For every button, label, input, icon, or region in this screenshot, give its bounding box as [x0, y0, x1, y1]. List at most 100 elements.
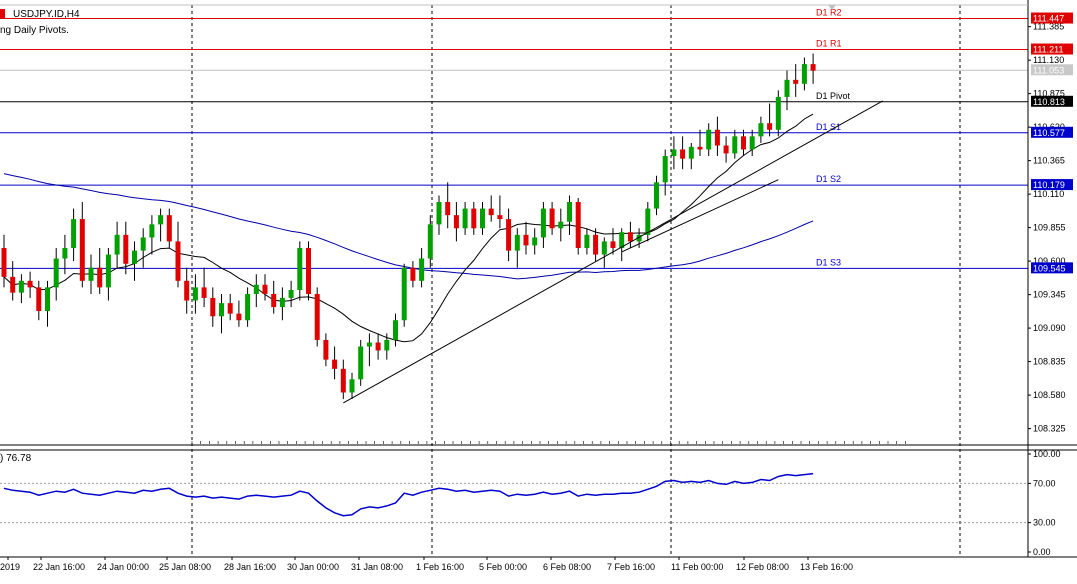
candle-body: [636, 234, 642, 242]
symbol-label: USDJPY.ID,H4: [13, 9, 80, 20]
candle-body: [688, 146, 694, 159]
price-tick-label: 108.835: [1033, 357, 1066, 367]
candle-body: [480, 208, 485, 229]
candle-body: [262, 284, 268, 294]
pivot-label: D1 R2: [816, 8, 842, 18]
indicator-label: ng Daily Pivots.: [0, 25, 69, 36]
candle-body: [358, 346, 364, 380]
candle-body: [45, 287, 50, 312]
candle-body: [567, 202, 572, 222]
candle-body: [253, 284, 259, 294]
trendline[interactable]: [621, 179, 779, 253]
candle-body: [245, 293, 251, 321]
pivot-label: D1 R1: [816, 39, 842, 49]
pivot-price-tag: [1031, 95, 1073, 107]
candle-body: [488, 208, 494, 216]
time-axis-label: 13 Feb 16:00: [800, 562, 853, 572]
pivot-price-tag: [1031, 179, 1073, 191]
candle-body: [340, 368, 346, 393]
candle-body: [758, 123, 764, 137]
candle-body: [419, 258, 425, 281]
current-price-tag: [1031, 64, 1073, 76]
pivot-price-tag: [1031, 43, 1073, 55]
time-axis-label: 28 Jan 16:00: [224, 562, 276, 572]
shift-marker-icon[interactable]: [828, 5, 836, 10]
slow-moving-average-line: [3, 173, 814, 280]
price-tick-label: 110.875: [1033, 89, 1065, 99]
time-axis-label: 11 Feb 00:00: [671, 562, 723, 572]
price-tick-label: 108.580: [1033, 390, 1066, 400]
candle-body: [323, 339, 329, 360]
candle-body: [366, 342, 372, 347]
candle-body: [158, 215, 164, 225]
candle-body: [271, 293, 277, 308]
candle-body: [767, 123, 773, 130]
candle-body: [671, 149, 677, 157]
candle-body: [279, 297, 285, 308]
candle-body: [349, 379, 355, 393]
candle-body: [436, 202, 442, 225]
time-axis-label: 1 Feb 16:00: [416, 562, 464, 572]
candle-body: [71, 219, 77, 248]
pivot-price-tag-label: 110.813: [1033, 97, 1065, 107]
time-axis-label: 7 Feb 16:00: [607, 562, 655, 572]
rsi-tick-label: 100.00: [1033, 449, 1061, 459]
pivot-price-tag-label: 110.179: [1033, 180, 1065, 190]
candle-body: [375, 342, 381, 351]
candle-body: [662, 156, 668, 183]
pivot-price-tag-label: 111.211: [1033, 45, 1064, 55]
candle-body: [749, 136, 755, 150]
rsi-tick-label: 0.00: [1033, 547, 1051, 557]
candle-body: [18, 280, 24, 293]
candle-body: [140, 237, 146, 251]
candle-body: [462, 208, 468, 229]
candle-body: [175, 241, 181, 281]
pivot-label: D1 S1: [816, 122, 841, 132]
candle-body: [97, 267, 103, 288]
candle-body: [793, 79, 799, 84]
candle-body: [801, 64, 807, 84]
pivot-price-tag: [1031, 126, 1073, 138]
candle-body: [410, 267, 416, 281]
trendline[interactable]: [343, 100, 883, 404]
candle-body: [732, 136, 738, 154]
price-tick-label: 110.110: [1033, 189, 1064, 199]
candle-body: [297, 247, 303, 291]
candle-body: [514, 234, 520, 251]
candle-body: [575, 202, 581, 248]
pivot-price-tag: [1031, 12, 1073, 24]
price-tick-label: 109.345: [1033, 290, 1066, 300]
candle-body: [27, 280, 33, 288]
candle-body: [236, 313, 242, 321]
candle-body: [79, 219, 85, 281]
candle-body: [775, 96, 781, 130]
candle-body: [384, 339, 390, 351]
price-tick-label: 109.600: [1033, 256, 1066, 266]
candle-body: [654, 182, 659, 209]
candle-body: [610, 241, 616, 248]
current-price-tag-label: 111.053: [1033, 65, 1064, 75]
candle-body: [184, 280, 190, 301]
price-tick-label: 109.090: [1033, 323, 1066, 333]
candle-body: [540, 208, 546, 238]
candle-body: [105, 254, 111, 288]
candle-body: [114, 234, 120, 255]
time-axis-label: 12 Feb 08:00: [736, 562, 789, 572]
candle-body: [627, 232, 633, 242]
candle-body: [497, 215, 503, 220]
rsi-label: ) 76.78: [0, 453, 32, 464]
pivot-price-tag-label: 111.447: [1033, 14, 1064, 24]
pivot-price-tag-label: 109.545: [1033, 263, 1066, 273]
candle-body: [132, 250, 137, 264]
candle-body: [619, 232, 625, 248]
candle-body: [697, 146, 703, 150]
candle-body: [314, 293, 320, 340]
price-tick-label: 111.130: [1033, 55, 1064, 65]
candle-body: [558, 221, 564, 229]
candle-body: [123, 234, 129, 264]
time-axis-label: 30 Jan 00:00: [287, 562, 339, 572]
rsi-line: [3, 472, 814, 517]
candle-body: [784, 79, 790, 97]
time-axis-label: 25 Jan 08:00: [159, 562, 211, 572]
